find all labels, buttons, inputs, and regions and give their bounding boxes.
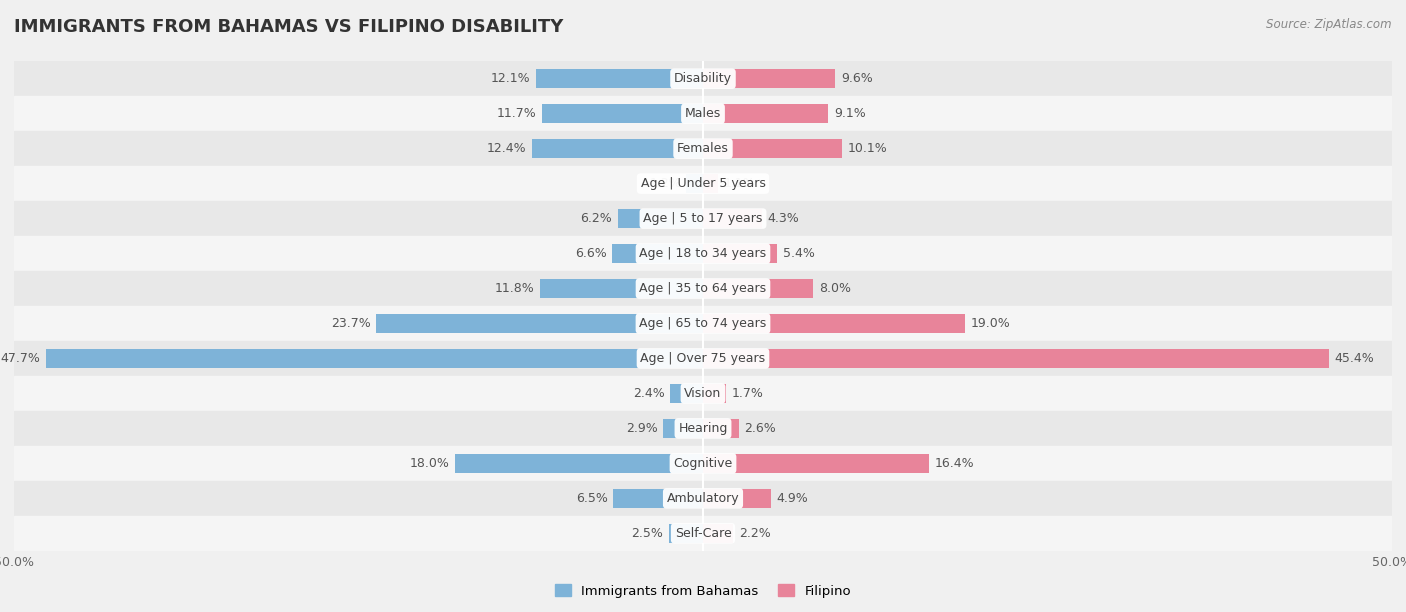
Text: 45.4%: 45.4% [1334, 352, 1374, 365]
Bar [540, 279, 703, 298]
Bar [14, 236, 1392, 271]
Text: 2.4%: 2.4% [633, 387, 665, 400]
Bar [703, 69, 835, 88]
Text: Age | Over 75 years: Age | Over 75 years [641, 352, 765, 365]
Bar [703, 524, 734, 543]
Bar [664, 419, 703, 438]
Bar [14, 376, 1392, 411]
Text: Cognitive: Cognitive [673, 457, 733, 470]
Text: 19.0%: 19.0% [970, 317, 1010, 330]
Bar [14, 96, 1392, 131]
Text: 11.7%: 11.7% [496, 107, 536, 120]
Bar [14, 271, 1392, 306]
Bar [669, 524, 703, 543]
Bar [377, 314, 703, 333]
Bar [531, 139, 703, 159]
Text: 4.3%: 4.3% [768, 212, 800, 225]
Bar [14, 306, 1392, 341]
Text: 12.4%: 12.4% [486, 142, 527, 155]
Bar [703, 139, 842, 159]
Text: 23.7%: 23.7% [332, 317, 371, 330]
Bar [703, 279, 813, 298]
Text: 2.6%: 2.6% [744, 422, 776, 435]
Text: Disability: Disability [673, 72, 733, 85]
Bar [14, 131, 1392, 166]
Bar [703, 349, 1329, 368]
Text: 47.7%: 47.7% [0, 352, 41, 365]
Text: 12.1%: 12.1% [491, 72, 531, 85]
Text: Males: Males [685, 107, 721, 120]
Text: 2.9%: 2.9% [626, 422, 658, 435]
Bar [703, 489, 770, 508]
Text: Age | 65 to 74 years: Age | 65 to 74 years [640, 317, 766, 330]
Bar [617, 209, 703, 228]
Bar [14, 516, 1392, 551]
Legend: Immigrants from Bahamas, Filipino: Immigrants from Bahamas, Filipino [550, 579, 856, 603]
Text: 6.6%: 6.6% [575, 247, 606, 260]
Text: 18.0%: 18.0% [409, 457, 450, 470]
Text: 1.7%: 1.7% [733, 387, 763, 400]
Bar [703, 419, 738, 438]
Bar [703, 244, 778, 263]
Text: 16.4%: 16.4% [935, 457, 974, 470]
Text: 4.9%: 4.9% [776, 492, 808, 505]
Bar [541, 104, 703, 123]
Bar [14, 166, 1392, 201]
Text: 6.2%: 6.2% [581, 212, 612, 225]
Text: Vision: Vision [685, 387, 721, 400]
Text: Age | 5 to 17 years: Age | 5 to 17 years [644, 212, 762, 225]
Text: IMMIGRANTS FROM BAHAMAS VS FILIPINO DISABILITY: IMMIGRANTS FROM BAHAMAS VS FILIPINO DISA… [14, 18, 564, 36]
Text: Age | 35 to 64 years: Age | 35 to 64 years [640, 282, 766, 295]
Bar [456, 453, 703, 473]
Bar [613, 489, 703, 508]
Bar [703, 104, 828, 123]
Bar [14, 341, 1392, 376]
Bar [703, 209, 762, 228]
Text: Age | 18 to 34 years: Age | 18 to 34 years [640, 247, 766, 260]
Bar [14, 446, 1392, 481]
Bar [703, 314, 965, 333]
Text: 9.6%: 9.6% [841, 72, 873, 85]
Text: 6.5%: 6.5% [576, 492, 607, 505]
Text: 10.1%: 10.1% [848, 142, 887, 155]
Text: Ambulatory: Ambulatory [666, 492, 740, 505]
Text: 1.2%: 1.2% [650, 177, 681, 190]
Text: 5.4%: 5.4% [783, 247, 815, 260]
Text: 2.2%: 2.2% [738, 527, 770, 540]
Bar [703, 174, 718, 193]
Bar [14, 411, 1392, 446]
Text: Source: ZipAtlas.com: Source: ZipAtlas.com [1267, 18, 1392, 31]
Text: 2.5%: 2.5% [631, 527, 664, 540]
Bar [669, 384, 703, 403]
Bar [14, 481, 1392, 516]
Bar [536, 69, 703, 88]
Bar [703, 453, 929, 473]
Text: Females: Females [678, 142, 728, 155]
Bar [14, 61, 1392, 96]
Text: 9.1%: 9.1% [834, 107, 866, 120]
Text: 11.8%: 11.8% [495, 282, 534, 295]
Text: Age | Under 5 years: Age | Under 5 years [641, 177, 765, 190]
Bar [46, 349, 703, 368]
Bar [612, 244, 703, 263]
Bar [703, 384, 727, 403]
Text: Hearing: Hearing [678, 422, 728, 435]
Text: 1.1%: 1.1% [724, 177, 755, 190]
Bar [686, 174, 703, 193]
Bar [14, 201, 1392, 236]
Text: Self-Care: Self-Care [675, 527, 731, 540]
Text: 8.0%: 8.0% [818, 282, 851, 295]
